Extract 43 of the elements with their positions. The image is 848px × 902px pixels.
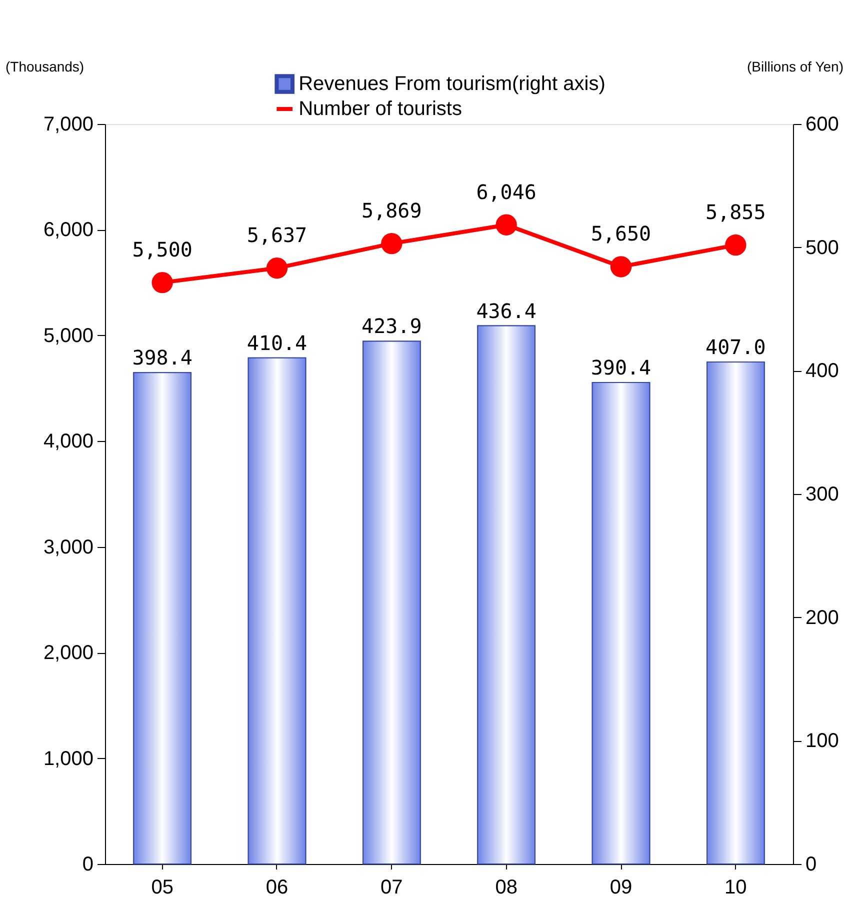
y-tick-label: 3,000 (43, 536, 94, 558)
x-tick-label: 05 (151, 876, 174, 898)
legend-label: Number of tourists (298, 98, 462, 120)
point (725, 234, 746, 256)
y-axis-title: (Thousands) (6, 58, 84, 74)
y-tick-label: 4,000 (43, 430, 94, 453)
data-label: 5,855 (706, 200, 766, 224)
y2-tick-label: 400 (806, 360, 839, 382)
y-tick-label: 6,000 (43, 219, 94, 242)
y-tick-label: 7,000 (43, 114, 94, 136)
y2-tick-label: 300 (806, 484, 839, 506)
data-label: 5,500 (132, 238, 192, 262)
legend-label: Revenues From tourism(right axis) (298, 73, 606, 95)
data-label: 5,637 (246, 223, 308, 248)
x-tick-label: 06 (266, 876, 288, 898)
y-tick-label: 0 (82, 854, 94, 876)
data-label: 6,046 (476, 180, 536, 204)
data-label: 410.4 (246, 330, 308, 355)
x-tick-label: 09 (610, 876, 632, 898)
point (152, 272, 173, 294)
y2-tick-label: 100 (806, 730, 839, 752)
y-tick-label: 1,000 (43, 748, 94, 770)
x-tick-label: 10 (724, 876, 747, 898)
data-label: 436.4 (476, 298, 536, 323)
point (381, 232, 402, 254)
data-label: 5,650 (590, 222, 652, 246)
point (496, 214, 517, 236)
point (266, 258, 288, 279)
data-label: 5,869 (362, 198, 422, 223)
x-tick-label: 07 (380, 876, 403, 898)
y2-tick-label: 0 (806, 854, 817, 876)
y-tick-label: 5,000 (43, 324, 94, 347)
x-tick-label: 08 (495, 876, 518, 898)
data-label: 423.9 (362, 314, 422, 338)
y-tick-label: 2,000 (43, 642, 94, 664)
y2-tick-label: 500 (806, 236, 839, 259)
y2-tick-label: 600 (806, 114, 839, 136)
data-label: 390.4 (590, 356, 652, 380)
y2-axis-title: (Billions of Yen) (746, 58, 844, 74)
y2-tick-label: 200 (806, 606, 839, 629)
data-label: 407.0 (706, 335, 766, 360)
point (610, 256, 632, 278)
data-label: 398.4 (132, 346, 192, 370)
